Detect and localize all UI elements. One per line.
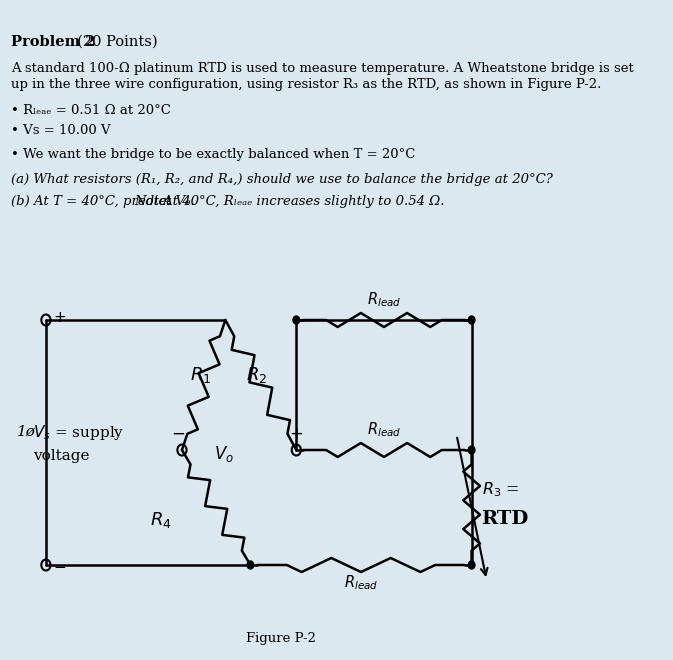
Text: voltage: voltage — [32, 449, 89, 463]
Text: up in the three wire configuration, using resistor R₃ as the RTD, as shown in Fi: up in the three wire configuration, usin… — [11, 78, 601, 91]
Text: $R_{lead}$: $R_{lead}$ — [367, 290, 401, 310]
Text: 1ø: 1ø — [17, 425, 36, 439]
Text: • We want the bridge to be exactly balanced when T = 20°C: • We want the bridge to be exactly balan… — [11, 148, 415, 161]
Text: • Vs = 10.00 V: • Vs = 10.00 V — [11, 124, 110, 137]
Circle shape — [468, 446, 475, 454]
Circle shape — [247, 561, 254, 569]
Text: At 40°C, Rₗₑₐₑ increases slightly to 0.54 Ω.: At 40°C, Rₗₑₐₑ increases slightly to 0.5… — [160, 195, 445, 208]
Text: RTD: RTD — [482, 510, 529, 529]
Text: $R_4$: $R_4$ — [150, 510, 172, 530]
Text: A standard 100-Ω platinum RTD is used to measure temperature. A Wheatstone bridg: A standard 100-Ω platinum RTD is used to… — [11, 62, 633, 75]
Circle shape — [293, 316, 299, 324]
Text: −: − — [171, 425, 184, 443]
Text: • Rₗₑₐₑ = 0.51 Ω at 20°C: • Rₗₑₐₑ = 0.51 Ω at 20°C — [11, 104, 171, 117]
Text: Note:: Note: — [135, 195, 172, 208]
Text: $V_o$: $V_o$ — [214, 444, 234, 464]
Text: +: + — [53, 310, 66, 325]
Text: $R_1$: $R_1$ — [190, 365, 212, 385]
Text: +: + — [289, 425, 304, 443]
Text: (a) What resistors (R₁, R₂, and R₄,) should we use to balance the bridge at 20°C: (a) What resistors (R₁, R₂, and R₄,) sho… — [11, 173, 553, 186]
Text: $R_{lead}$: $R_{lead}$ — [367, 420, 401, 440]
Text: $R_3$ =: $R_3$ = — [482, 480, 519, 499]
Text: $V_s$ = supply: $V_s$ = supply — [32, 422, 124, 442]
Text: Problem 2: Problem 2 — [11, 35, 96, 49]
Circle shape — [468, 561, 475, 569]
Text: $R_2$: $R_2$ — [246, 365, 267, 385]
Text: (20 Points): (20 Points) — [67, 35, 157, 49]
Text: Figure P-2: Figure P-2 — [246, 632, 316, 645]
Circle shape — [468, 316, 475, 324]
Text: −: − — [53, 560, 66, 574]
Text: (b) At T = 40°C, predict V₀.: (b) At T = 40°C, predict V₀. — [11, 195, 199, 208]
Text: $R_{lead}$: $R_{lead}$ — [344, 574, 378, 593]
